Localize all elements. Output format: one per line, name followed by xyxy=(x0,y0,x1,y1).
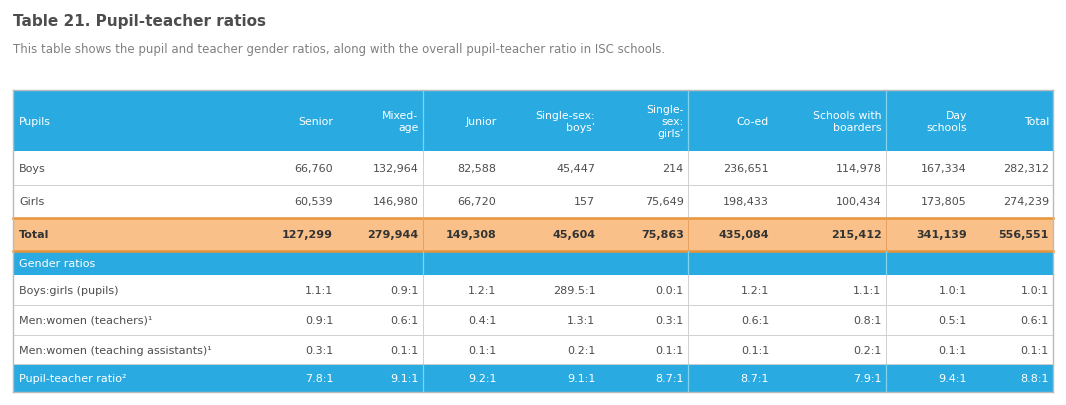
Text: 0.1:1: 0.1:1 xyxy=(390,345,419,355)
Text: 282,312: 282,312 xyxy=(1003,164,1049,173)
Text: 0.9:1: 0.9:1 xyxy=(305,315,334,325)
Text: 0.6:1: 0.6:1 xyxy=(390,315,419,325)
Text: Single-sex:
boys’: Single-sex: boys’ xyxy=(536,111,595,132)
Text: 8.7:1: 8.7:1 xyxy=(741,373,769,383)
Text: Pupil-teacher ratio²: Pupil-teacher ratio² xyxy=(19,373,127,383)
Text: 60,539: 60,539 xyxy=(294,197,334,207)
Text: 7.9:1: 7.9:1 xyxy=(853,373,882,383)
Text: 1.1:1: 1.1:1 xyxy=(305,286,334,296)
Text: 9.4:1: 9.4:1 xyxy=(938,373,967,383)
Text: 0.3:1: 0.3:1 xyxy=(656,315,683,325)
Text: 435,084: 435,084 xyxy=(718,230,769,240)
Text: Schools with
boarders: Schools with boarders xyxy=(813,111,882,132)
Text: 341,139: 341,139 xyxy=(916,230,967,240)
Text: 0.8:1: 0.8:1 xyxy=(853,315,882,325)
Text: 279,944: 279,944 xyxy=(367,230,419,240)
Bar xyxy=(13,252,1053,276)
Text: 0.4:1: 0.4:1 xyxy=(468,315,497,325)
Text: Pupils: Pupils xyxy=(19,117,51,126)
Text: 0.9:1: 0.9:1 xyxy=(390,286,419,296)
Text: 82,588: 82,588 xyxy=(457,164,497,173)
Text: Gender ratios: Gender ratios xyxy=(19,259,96,269)
Bar xyxy=(13,276,1053,305)
Text: 0.3:1: 0.3:1 xyxy=(305,345,334,355)
Text: 1.0:1: 1.0:1 xyxy=(1020,286,1049,296)
Text: Day
schools: Day schools xyxy=(926,111,967,132)
Text: 8.8:1: 8.8:1 xyxy=(1020,373,1049,383)
Text: 173,805: 173,805 xyxy=(921,197,967,207)
Text: 146,980: 146,980 xyxy=(373,197,419,207)
Text: 1.2:1: 1.2:1 xyxy=(468,286,497,296)
Text: Single-
sex:
girls’: Single- sex: girls’ xyxy=(646,104,683,139)
Text: 0.6:1: 0.6:1 xyxy=(1020,315,1049,325)
Text: 66,760: 66,760 xyxy=(294,164,334,173)
Text: 556,551: 556,551 xyxy=(999,230,1049,240)
Text: 0.1:1: 0.1:1 xyxy=(468,345,497,355)
Text: 8.7:1: 8.7:1 xyxy=(656,373,683,383)
Text: Total: Total xyxy=(19,230,49,240)
Text: Boys:girls (pupils): Boys:girls (pupils) xyxy=(19,286,118,296)
Text: 289.5:1: 289.5:1 xyxy=(552,286,595,296)
Text: 214: 214 xyxy=(662,164,683,173)
Bar xyxy=(13,218,1053,252)
Bar xyxy=(13,335,1053,364)
Text: Men:women (teaching assistants)¹: Men:women (teaching assistants)¹ xyxy=(19,345,212,355)
Bar xyxy=(13,152,1053,185)
Text: 75,863: 75,863 xyxy=(641,230,683,240)
Bar xyxy=(13,305,1053,335)
Text: 45,447: 45,447 xyxy=(556,164,595,173)
Text: 0.2:1: 0.2:1 xyxy=(853,345,882,355)
Bar xyxy=(13,185,1053,218)
Text: Table 21. Pupil-teacher ratios: Table 21. Pupil-teacher ratios xyxy=(13,14,265,29)
Text: 100,434: 100,434 xyxy=(836,197,882,207)
Text: 274,239: 274,239 xyxy=(1003,197,1049,207)
Text: 0.1:1: 0.1:1 xyxy=(1020,345,1049,355)
Text: 132,964: 132,964 xyxy=(373,164,419,173)
Text: 75,649: 75,649 xyxy=(645,197,683,207)
Text: 0.5:1: 0.5:1 xyxy=(938,315,967,325)
Text: This table shows the pupil and teacher gender ratios, along with the overall pup: This table shows the pupil and teacher g… xyxy=(13,43,665,55)
Text: 1.3:1: 1.3:1 xyxy=(567,315,595,325)
Text: 45,604: 45,604 xyxy=(552,230,595,240)
Text: 215,412: 215,412 xyxy=(830,230,882,240)
Text: 9.1:1: 9.1:1 xyxy=(390,373,419,383)
Text: Men:women (teachers)¹: Men:women (teachers)¹ xyxy=(19,315,152,325)
Bar xyxy=(13,364,1053,392)
Text: 0.1:1: 0.1:1 xyxy=(938,345,967,355)
Text: 0.2:1: 0.2:1 xyxy=(567,345,595,355)
Text: Junior: Junior xyxy=(465,117,497,126)
Text: 127,299: 127,299 xyxy=(282,230,334,240)
Text: 236,651: 236,651 xyxy=(724,164,769,173)
Text: Senior: Senior xyxy=(298,117,334,126)
Text: 157: 157 xyxy=(575,197,595,207)
Text: Co-ed: Co-ed xyxy=(737,117,769,126)
Text: Girls: Girls xyxy=(19,197,45,207)
Text: 167,334: 167,334 xyxy=(921,164,967,173)
Text: 198,433: 198,433 xyxy=(723,197,769,207)
Text: 149,308: 149,308 xyxy=(446,230,497,240)
Text: 66,720: 66,720 xyxy=(457,197,497,207)
Text: 1.1:1: 1.1:1 xyxy=(853,286,882,296)
Text: Boys: Boys xyxy=(19,164,46,173)
Text: 1.0:1: 1.0:1 xyxy=(938,286,967,296)
Text: 9.2:1: 9.2:1 xyxy=(468,373,497,383)
Text: 1.2:1: 1.2:1 xyxy=(741,286,769,296)
Text: 0.6:1: 0.6:1 xyxy=(741,315,769,325)
Text: 0.0:1: 0.0:1 xyxy=(656,286,683,296)
Bar xyxy=(13,91,1053,152)
Text: Mixed-
age: Mixed- age xyxy=(383,111,419,132)
Text: 0.1:1: 0.1:1 xyxy=(656,345,683,355)
Text: 114,978: 114,978 xyxy=(836,164,882,173)
Text: 9.1:1: 9.1:1 xyxy=(567,373,595,383)
Text: 0.1:1: 0.1:1 xyxy=(741,345,769,355)
Text: 7.8:1: 7.8:1 xyxy=(305,373,334,383)
Text: Total: Total xyxy=(1023,117,1049,126)
